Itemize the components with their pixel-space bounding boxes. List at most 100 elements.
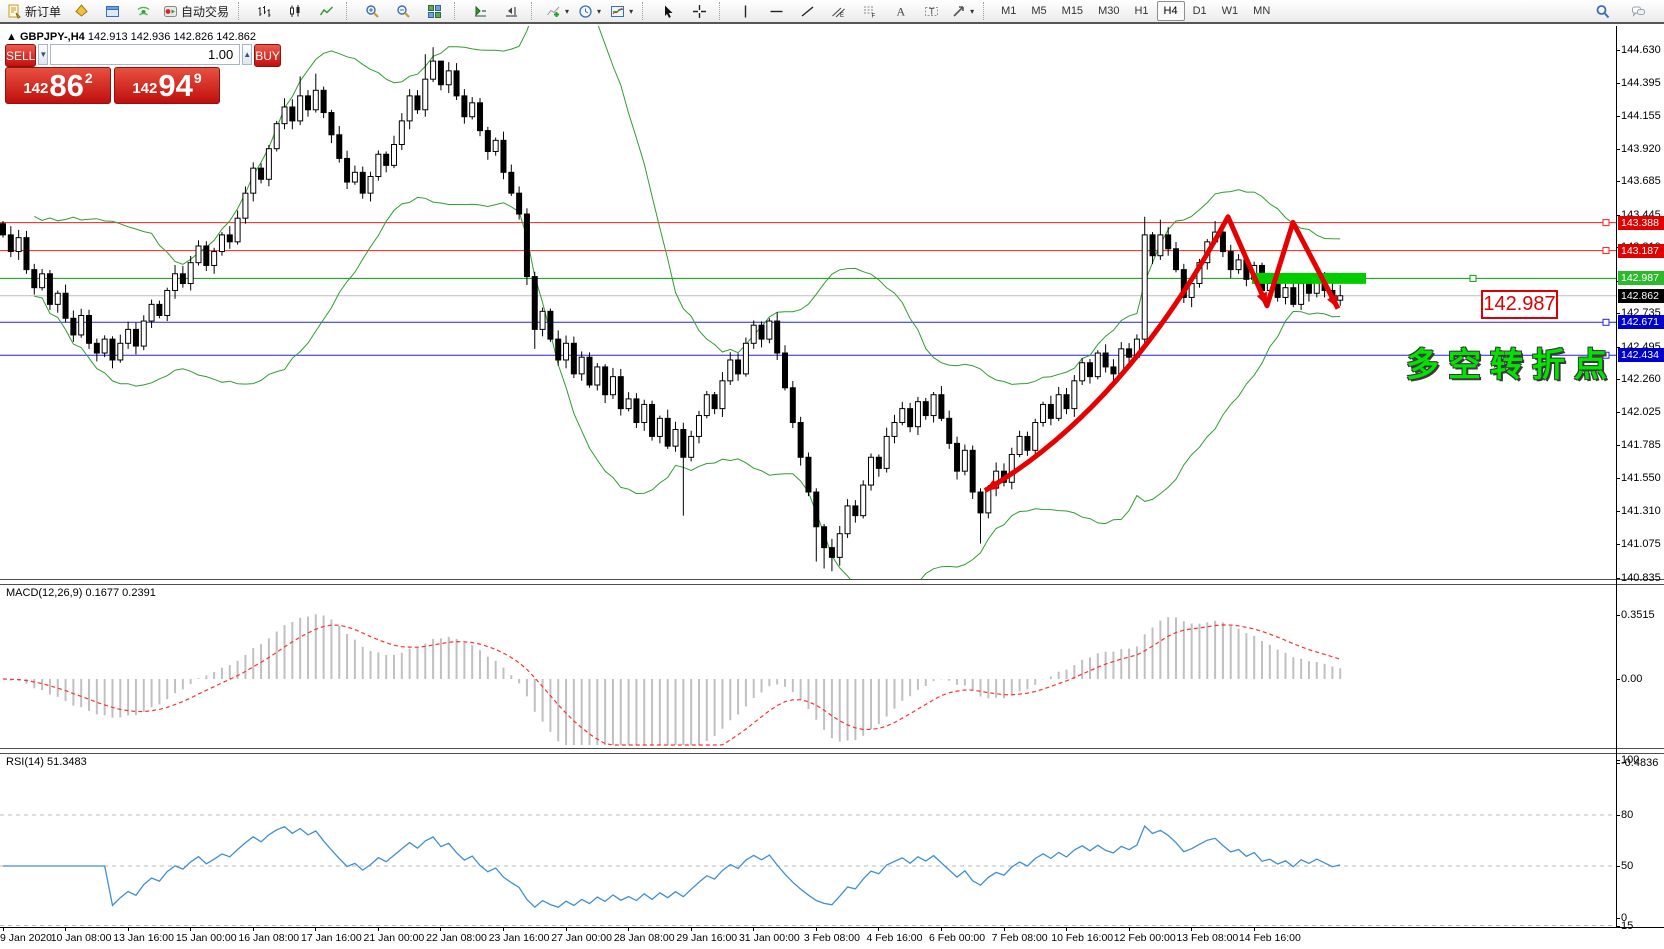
cursor-button[interactable]	[653, 0, 683, 22]
sell-price-button[interactable]: 142 86 2	[5, 67, 111, 104]
price-badge-142.987: 142.987	[1618, 271, 1664, 286]
pane-separator[interactable]	[0, 579, 1664, 585]
trend-arrow-annotation[interactable]	[983, 214, 1341, 493]
rsi-pane[interactable]	[0, 752, 1616, 927]
line-handle[interactable]	[1602, 351, 1610, 359]
timeframe-MN[interactable]: MN	[1253, 5, 1271, 17]
panel-toggle-icon[interactable]: ▲	[6, 31, 17, 43]
timeframe-M5[interactable]: M5	[1031, 5, 1047, 17]
crosshair-button[interactable]	[684, 0, 714, 22]
hline-button[interactable]	[761, 0, 791, 22]
candle-body	[946, 417, 953, 444]
time-tick	[65, 928, 67, 931]
templates-button[interactable]: ▾	[606, 0, 637, 22]
fibonacci-button[interactable]: F	[854, 0, 884, 22]
signals-button[interactable]	[128, 0, 158, 22]
autotrade-button[interactable]: 自动交易	[159, 0, 233, 22]
search-icon	[1595, 4, 1610, 19]
symbols-icon	[74, 3, 89, 19]
zoom-out-button[interactable]	[388, 0, 418, 22]
search-button[interactable]	[1587, 0, 1617, 22]
main-chart-pane[interactable]	[0, 26, 1616, 579]
shapes-button[interactable]: ▾	[947, 0, 978, 22]
zoom-in-button[interactable]	[357, 0, 387, 22]
candle-body	[1008, 453, 1015, 483]
timeframe-D1[interactable]: D1	[1192, 5, 1207, 17]
vline-icon	[738, 4, 753, 19]
candle-body	[789, 387, 796, 424]
indicators-button[interactable]: ▾	[542, 0, 573, 22]
tile-windows-icon	[427, 4, 442, 19]
candle-body	[641, 403, 648, 424]
timeframe-M30[interactable]: M30	[1098, 5, 1120, 17]
bars-button[interactable]	[249, 0, 279, 22]
candle-body	[1126, 348, 1133, 358]
candles-button[interactable]	[280, 0, 310, 22]
buy-button[interactable]: BUY	[254, 44, 281, 67]
timeframe-M15[interactable]: M15	[1061, 5, 1084, 17]
auto-scroll-button[interactable]	[465, 0, 495, 22]
line-handle[interactable]	[1469, 274, 1477, 282]
candle-body	[461, 95, 468, 118]
candle-body	[273, 123, 280, 150]
label-button[interactable]: T	[916, 0, 946, 22]
chart-window-button[interactable]	[97, 0, 127, 22]
chart-window[interactable]: ▲ GBPJPY-,H4 142.913 142.936 142.826 142…	[0, 26, 1664, 949]
toolbar-separator	[531, 2, 538, 20]
axis-tick	[1616, 478, 1620, 480]
candle-body	[703, 394, 710, 417]
time-label: 27 Jan 00:00	[551, 932, 612, 944]
arrowhead	[1256, 291, 1267, 306]
periods-button[interactable]: ▾	[574, 0, 605, 22]
channel-button[interactable]: E	[823, 0, 853, 22]
support-zone-bar[interactable]	[1252, 272, 1366, 284]
macd-pane[interactable]	[0, 583, 1616, 748]
vline-button[interactable]	[730, 0, 760, 22]
text-button[interactable]: A	[885, 0, 915, 22]
tile-windows-button[interactable]	[419, 0, 449, 22]
sell-button[interactable]: SELL	[5, 44, 37, 67]
chart-shift-button[interactable]	[496, 0, 526, 22]
candle-body	[398, 120, 405, 146]
time-axis[interactable]: 9 Jan 2020 10 Jan 08:00 13 Jan 16:00 15 Jan…	[0, 927, 1664, 949]
candle-body	[836, 533, 843, 558]
candle-body	[54, 292, 61, 305]
candle-body	[109, 338, 116, 361]
timeframe-W1[interactable]: W1	[1221, 5, 1239, 17]
buy-price-pips: 94	[158, 68, 193, 103]
time-label: 29 Jan 16:00	[676, 932, 738, 944]
candle-body	[891, 422, 898, 437]
symbols-button[interactable]	[66, 0, 96, 22]
toolbar-separator	[719, 2, 726, 20]
volume-input[interactable]	[50, 44, 241, 65]
candle-body	[570, 342, 577, 375]
candle-body	[1290, 287, 1297, 305]
candles-layer	[0, 47, 1344, 572]
macd-scale-label: 0.3515	[1621, 608, 1655, 621]
line-handle[interactable]	[1602, 219, 1610, 227]
svg-text:E: E	[840, 13, 844, 19]
candle-body	[766, 320, 773, 340]
volume-increase-button[interactable]: ▲	[242, 44, 253, 65]
timeframe-M1[interactable]: M1	[1001, 5, 1017, 17]
price-tick-label: 143.920	[1621, 142, 1661, 155]
buy-price-button[interactable]: 142 94 9	[114, 67, 220, 104]
line-chart-button[interactable]	[311, 0, 341, 22]
new-order-button[interactable]: 新订单	[3, 0, 65, 22]
pane-separator[interactable]	[0, 748, 1664, 754]
candle-body	[1227, 251, 1234, 271]
timeframe-H1[interactable]: H1	[1134, 5, 1149, 17]
trendline-button[interactable]	[792, 0, 822, 22]
one-click-trade-panel: SELL ▼ ▲ BUY 142 86 2 142 94 9	[5, 44, 281, 106]
line-handle[interactable]	[1602, 247, 1610, 255]
timeframe-H4[interactable]: H4	[1156, 1, 1185, 21]
volume-decrease-button[interactable]: ▼	[38, 44, 49, 65]
chat-button[interactable]	[1623, 0, 1653, 22]
trend-arrow-path[interactable]	[983, 214, 1341, 493]
turning-point-annotation[interactable]: 多空转折点	[1406, 346, 1616, 383]
candle-body	[1055, 394, 1062, 419]
candle-body	[336, 134, 343, 159]
price-level-callout[interactable]: 142.987	[1481, 290, 1558, 319]
line-handle[interactable]	[1602, 318, 1610, 326]
macd-scale-label: -0.4836	[1621, 757, 1659, 770]
